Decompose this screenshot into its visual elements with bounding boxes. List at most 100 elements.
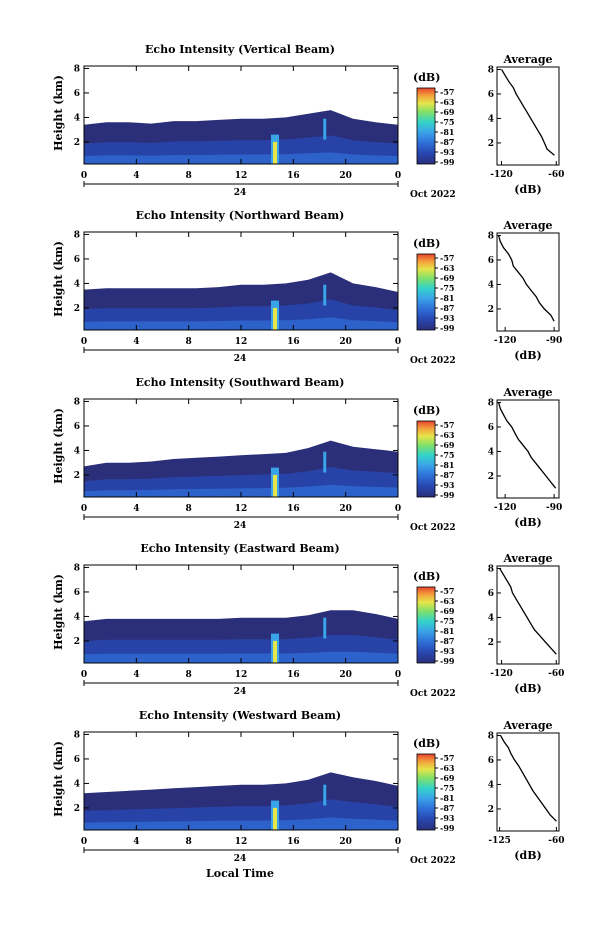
y-tick-label: 4 [74, 279, 80, 289]
colorbar-tick-label: -87 [440, 137, 454, 147]
avg-x-tick-label: -60 [548, 836, 564, 846]
x-tick-label: 0 [81, 670, 87, 680]
axes-ticks: 0 4 8 12 16 20 0 2 4 6 8 [74, 730, 401, 853]
colorbar-ticks: -57-63-69-75-81-87-93-99 [435, 753, 455, 833]
echo-near-surface [84, 651, 398, 663]
y-tick-label: 4 [74, 779, 80, 789]
x-tick-label: 8 [186, 837, 192, 847]
avg-y-tick-label: 6 [488, 256, 494, 266]
avg-y-tick-label: 2 [488, 638, 494, 648]
x-tick-label: 8 [186, 171, 192, 181]
colorbar [416, 253, 436, 331]
average-xlabel: (dB) [514, 516, 541, 529]
x-tick-label: 20 [339, 504, 352, 514]
x-tick-label: 0 [81, 337, 87, 347]
date-label: Oct 2022 [410, 856, 456, 866]
colorbar-tick-label: -63 [440, 596, 455, 606]
average-plot: 2 4 6 8 -120 -60 [488, 564, 565, 679]
echo-near-surface [84, 484, 398, 497]
panel-title: Echo Intensity (Northward Beam) [136, 209, 345, 222]
x-tick-label: 0 [395, 837, 401, 847]
axes-ticks: 0 4 8 12 16 20 0 2 4 6 8 [74, 64, 401, 187]
x-tick-label: 8 [186, 670, 192, 680]
colorbar-tick-label: -99 [440, 823, 455, 833]
colorbar-tick-label: -93 [440, 313, 455, 323]
y-axis-label: Height (km) [52, 408, 65, 484]
date-label: Oct 2022 [410, 689, 456, 699]
day-label: 24 [234, 188, 247, 198]
x-tick-label: 4 [133, 670, 139, 680]
heatmap-area [84, 610, 398, 663]
colorbar-tick-label: -63 [440, 97, 455, 107]
colorbar-unit: (dB) [413, 404, 440, 417]
intense-column-core [273, 141, 278, 164]
x-tick-label: 16 [287, 171, 300, 181]
average-xlabel: (dB) [514, 849, 541, 862]
x-tick-label: 16 [287, 504, 300, 514]
average-plot: 2 4 6 8 -125 -60 [488, 731, 565, 846]
day-label: 24 [234, 354, 247, 364]
x-tick-label: 20 [339, 171, 352, 181]
colorbar-tick-label: -81 [440, 127, 454, 137]
colorbar-tick-label: -57 [440, 87, 454, 97]
panel-title: Echo Intensity (Westward Beam) [139, 709, 341, 722]
y-tick-label: 2 [74, 804, 80, 814]
axes-ticks: 0 4 8 12 16 20 0 2 4 6 8 [74, 563, 401, 686]
x-tick-label: 20 [339, 337, 352, 347]
echo-spike [323, 784, 327, 806]
y-tick-label: 8 [74, 230, 80, 240]
date-label: Oct 2022 [410, 523, 456, 533]
avg-y-tick-label: 6 [488, 589, 494, 599]
x-tick-label: 20 [339, 670, 352, 680]
colorbar-tick-label: -57 [440, 420, 454, 430]
echo-spike [323, 451, 327, 473]
x-tick-label: 0 [81, 504, 87, 514]
average-title: Average [502, 53, 552, 66]
average-frame [496, 732, 560, 832]
day-label: 24 [234, 854, 247, 864]
colorbar-tick-label: -99 [440, 490, 455, 500]
panel-title: Echo Intensity (Vertical Beam) [145, 43, 335, 56]
avg-y-tick-label: 8 [488, 231, 494, 241]
heatmap-area [84, 440, 398, 497]
x-tick-label: 4 [133, 337, 139, 347]
colorbar-tick-label: -57 [440, 586, 454, 596]
avg-y-tick-label: 4 [488, 447, 494, 457]
x-tick-label: 16 [287, 837, 300, 847]
y-tick-label: 6 [74, 255, 80, 265]
avg-y-tick-label: 4 [488, 114, 494, 124]
y-tick-label: 2 [74, 637, 80, 647]
echo-spike [323, 617, 327, 639]
colorbar-tick-label: -57 [440, 753, 454, 763]
date-label: Oct 2022 [410, 190, 456, 200]
colorbar-ticks: -57-63-69-75-81-87-93-99 [435, 87, 455, 167]
x-tick-label: 0 [395, 670, 401, 680]
average-xlabel: (dB) [514, 183, 541, 196]
colorbar-tick-label: -63 [440, 430, 455, 440]
day-label: 24 [234, 687, 247, 697]
colorbar-tick-label: -75 [440, 783, 454, 793]
heatmap-area [84, 772, 398, 830]
average-xlabel: (dB) [514, 349, 541, 362]
average-plot: 2 4 6 8 -120 -60 [488, 65, 565, 180]
average-frame [496, 399, 560, 499]
day-label: 24 [234, 521, 247, 531]
avg-y-tick-label: 4 [488, 780, 494, 790]
heatmap-area [84, 272, 398, 330]
colorbar-tick-label: -75 [440, 450, 454, 460]
y-tick-label: 8 [74, 397, 80, 407]
colorbar-tick-label: -99 [440, 656, 455, 666]
avg-x-tick-label: -120 [494, 503, 517, 513]
x-tick-label: 12 [235, 670, 248, 680]
colorbar-unit: (dB) [413, 737, 440, 750]
x-tick-label: 0 [81, 837, 87, 847]
y-tick-label: 4 [74, 113, 80, 123]
x-tick-label: 16 [287, 337, 300, 347]
y-axis-label: Height (km) [52, 741, 65, 817]
colorbar-tick-label: -75 [440, 283, 454, 293]
avg-y-tick-label: 8 [488, 65, 494, 75]
colorbar-ticks: -57-63-69-75-81-87-93-99 [435, 586, 455, 666]
colorbar-unit: (dB) [413, 570, 440, 583]
y-axis-label: Height (km) [52, 75, 65, 151]
echo-near-surface [84, 817, 398, 830]
